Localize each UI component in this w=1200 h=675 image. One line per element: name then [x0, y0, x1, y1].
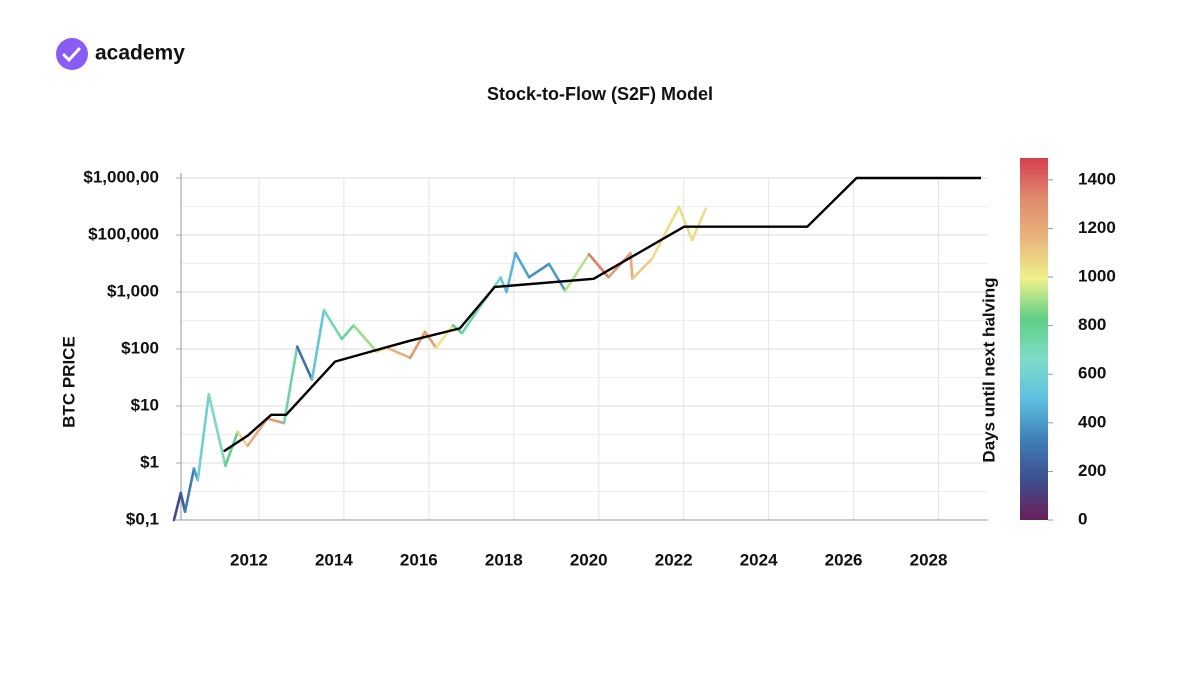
y-tick-label: $1,000,00 [83, 167, 159, 186]
brand: academy [95, 42, 185, 65]
y-tick-label: $1 [140, 452, 159, 471]
y-axis-label: BTC PRICE [59, 336, 78, 428]
price-segment [563, 253, 591, 293]
price-segment [179, 491, 187, 513]
price-segment [207, 393, 227, 467]
logo: academy [56, 38, 185, 70]
colorbar-tick-label: 0 [1078, 509, 1087, 528]
price-segment [266, 417, 286, 425]
price-segment [224, 430, 240, 467]
x-tick-label: 2028 [910, 550, 948, 569]
colorbar-tick-label: 1200 [1078, 218, 1116, 237]
colorbar [1020, 158, 1048, 520]
colorbar-tick-label: 400 [1078, 412, 1106, 431]
colorbar-tick-label: 800 [1078, 315, 1106, 334]
y-tick-label: $100,000 [88, 224, 159, 243]
price-segment [246, 417, 269, 448]
y-tick-label: $100 [121, 338, 159, 357]
x-tick-label: 2024 [740, 550, 778, 569]
y-tick-label: $10 [131, 395, 159, 414]
colorbar-tick-label: 200 [1078, 461, 1106, 480]
price-segment [527, 262, 551, 279]
x-tick-label: 2014 [315, 550, 353, 569]
price-segment [310, 308, 326, 381]
colorbar-label: Days until next halving [979, 277, 998, 462]
chart-title: Stock-to-Flow (S2F) Model [487, 84, 713, 104]
x-tick-label: 2022 [655, 550, 693, 569]
price-segment [677, 205, 694, 242]
price-segment [434, 324, 455, 350]
price-segment [630, 257, 654, 281]
colorbar-tick-label: 1400 [1078, 169, 1116, 188]
price-segment [514, 251, 531, 279]
price-segment [322, 308, 344, 341]
x-tick-label: 2020 [570, 550, 608, 569]
x-tick-label: 2026 [825, 550, 863, 569]
price-segment [340, 324, 355, 341]
colorbar-tick-label: 600 [1078, 364, 1106, 383]
y-tick-label: $1,000 [107, 281, 159, 300]
logo-icon [56, 38, 88, 70]
price-segment [172, 491, 183, 522]
price-segment [547, 262, 567, 293]
price-segment [183, 467, 196, 513]
price-segment [385, 346, 412, 360]
logo-check [62, 47, 81, 63]
price-segment [196, 393, 211, 482]
price-segment [352, 324, 378, 353]
price-segment [499, 276, 508, 294]
price-segment [295, 345, 314, 381]
price-segment [460, 308, 479, 335]
price-segment [282, 345, 299, 425]
x-tick-label: 2016 [400, 550, 438, 569]
y-tick-label: $0,1 [126, 509, 159, 528]
x-tick-label: 2012 [230, 550, 268, 569]
x-tick-label: 2018 [485, 550, 523, 569]
colorbar-tick-label: 1000 [1078, 267, 1116, 286]
price-segment [650, 205, 681, 260]
price-segment [690, 207, 708, 242]
price-segment [408, 330, 427, 360]
model-line [223, 176, 981, 453]
price-segment [423, 330, 438, 350]
